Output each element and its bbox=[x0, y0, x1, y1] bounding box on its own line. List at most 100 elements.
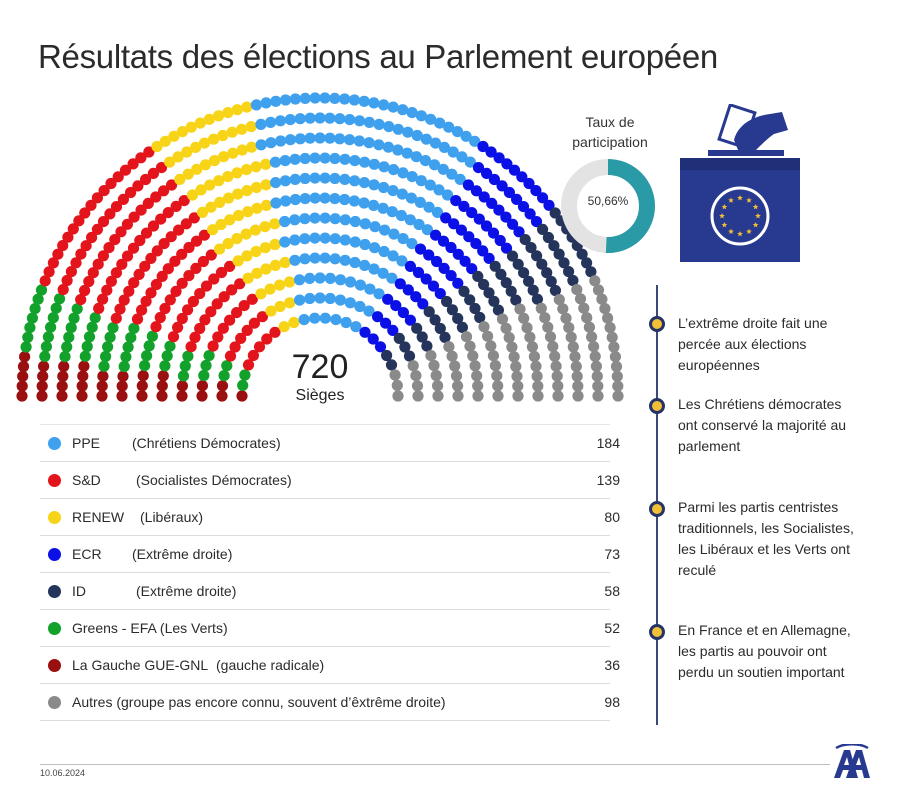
seat bbox=[349, 236, 361, 248]
seat bbox=[486, 197, 498, 209]
seat bbox=[396, 188, 408, 200]
seat bbox=[135, 152, 147, 164]
seat bbox=[412, 390, 424, 402]
seat bbox=[390, 300, 402, 312]
seat bbox=[123, 285, 135, 297]
seat bbox=[265, 137, 277, 149]
legend-swatch-ppe bbox=[48, 437, 61, 450]
seat bbox=[330, 314, 342, 326]
seat bbox=[102, 341, 114, 353]
seat bbox=[483, 252, 495, 264]
seat bbox=[487, 350, 499, 362]
seat bbox=[110, 312, 122, 324]
seat bbox=[363, 305, 375, 317]
seat bbox=[241, 250, 253, 262]
seat bbox=[36, 390, 48, 402]
seat bbox=[451, 126, 464, 138]
seat bbox=[339, 153, 351, 165]
seat bbox=[110, 201, 123, 213]
seat bbox=[29, 303, 41, 315]
seat bbox=[164, 294, 176, 306]
seat bbox=[180, 218, 192, 230]
seat bbox=[97, 370, 109, 382]
seat bbox=[368, 199, 380, 211]
seat bbox=[420, 273, 432, 285]
seat bbox=[255, 118, 267, 130]
seat bbox=[75, 248, 87, 260]
seat bbox=[378, 99, 390, 111]
legend-party: Greens - EFA (Les Verts) bbox=[72, 620, 228, 636]
seat bbox=[530, 216, 543, 228]
seat bbox=[388, 228, 400, 240]
seat bbox=[174, 173, 186, 185]
seat bbox=[236, 123, 248, 135]
seat bbox=[550, 360, 562, 372]
seat bbox=[304, 112, 316, 124]
seat bbox=[348, 195, 360, 207]
seat bbox=[251, 267, 263, 279]
seat bbox=[260, 97, 272, 109]
seat bbox=[207, 340, 219, 352]
seat bbox=[469, 302, 481, 315]
seat bbox=[194, 117, 206, 129]
seat bbox=[378, 181, 390, 194]
seat bbox=[289, 93, 301, 105]
seat bbox=[172, 151, 184, 163]
seat bbox=[279, 155, 291, 167]
seat bbox=[489, 360, 501, 372]
seat bbox=[269, 326, 281, 338]
seat bbox=[146, 330, 158, 342]
seat bbox=[248, 317, 260, 329]
seat bbox=[334, 274, 347, 286]
seat bbox=[183, 241, 195, 254]
seat bbox=[186, 189, 199, 201]
seat bbox=[458, 200, 470, 212]
seat bbox=[57, 240, 69, 252]
seat bbox=[176, 380, 188, 392]
seat bbox=[373, 288, 385, 300]
seat bbox=[288, 316, 300, 329]
seat bbox=[474, 311, 486, 324]
seat bbox=[232, 188, 244, 200]
seat bbox=[250, 181, 262, 194]
seat bbox=[450, 370, 463, 382]
seat bbox=[92, 258, 104, 270]
seat bbox=[135, 204, 147, 216]
seat bbox=[449, 360, 461, 372]
seat bbox=[481, 167, 493, 179]
seat bbox=[196, 380, 208, 392]
seat bbox=[260, 179, 272, 191]
seat bbox=[231, 167, 243, 179]
seat bbox=[392, 123, 404, 135]
seat bbox=[109, 234, 121, 246]
seat bbox=[480, 220, 493, 232]
legend: PPE (Chrétiens Démocrates) 184 S&D (Soci… bbox=[40, 424, 620, 721]
seat bbox=[190, 235, 203, 247]
seat bbox=[156, 380, 168, 392]
seat bbox=[429, 314, 441, 326]
seat bbox=[133, 268, 145, 280]
seat bbox=[22, 331, 34, 343]
legend-description: (Chrétiens Démocrates) bbox=[132, 435, 281, 451]
seat bbox=[488, 295, 500, 307]
seat bbox=[242, 359, 255, 371]
seat bbox=[75, 294, 87, 306]
seat bbox=[134, 234, 146, 247]
seat bbox=[423, 201, 435, 213]
seat bbox=[563, 322, 575, 334]
seat bbox=[358, 95, 370, 107]
seat bbox=[151, 245, 163, 257]
seat bbox=[87, 267, 99, 279]
seat bbox=[454, 173, 466, 185]
seat bbox=[114, 303, 126, 315]
seat bbox=[83, 275, 95, 288]
seat bbox=[405, 192, 417, 204]
seat bbox=[224, 214, 236, 226]
seat bbox=[56, 390, 68, 402]
seat bbox=[231, 104, 243, 116]
seat bbox=[198, 369, 210, 382]
seat bbox=[459, 255, 471, 267]
seat bbox=[246, 293, 258, 305]
seat bbox=[387, 164, 400, 176]
seat bbox=[531, 250, 543, 262]
